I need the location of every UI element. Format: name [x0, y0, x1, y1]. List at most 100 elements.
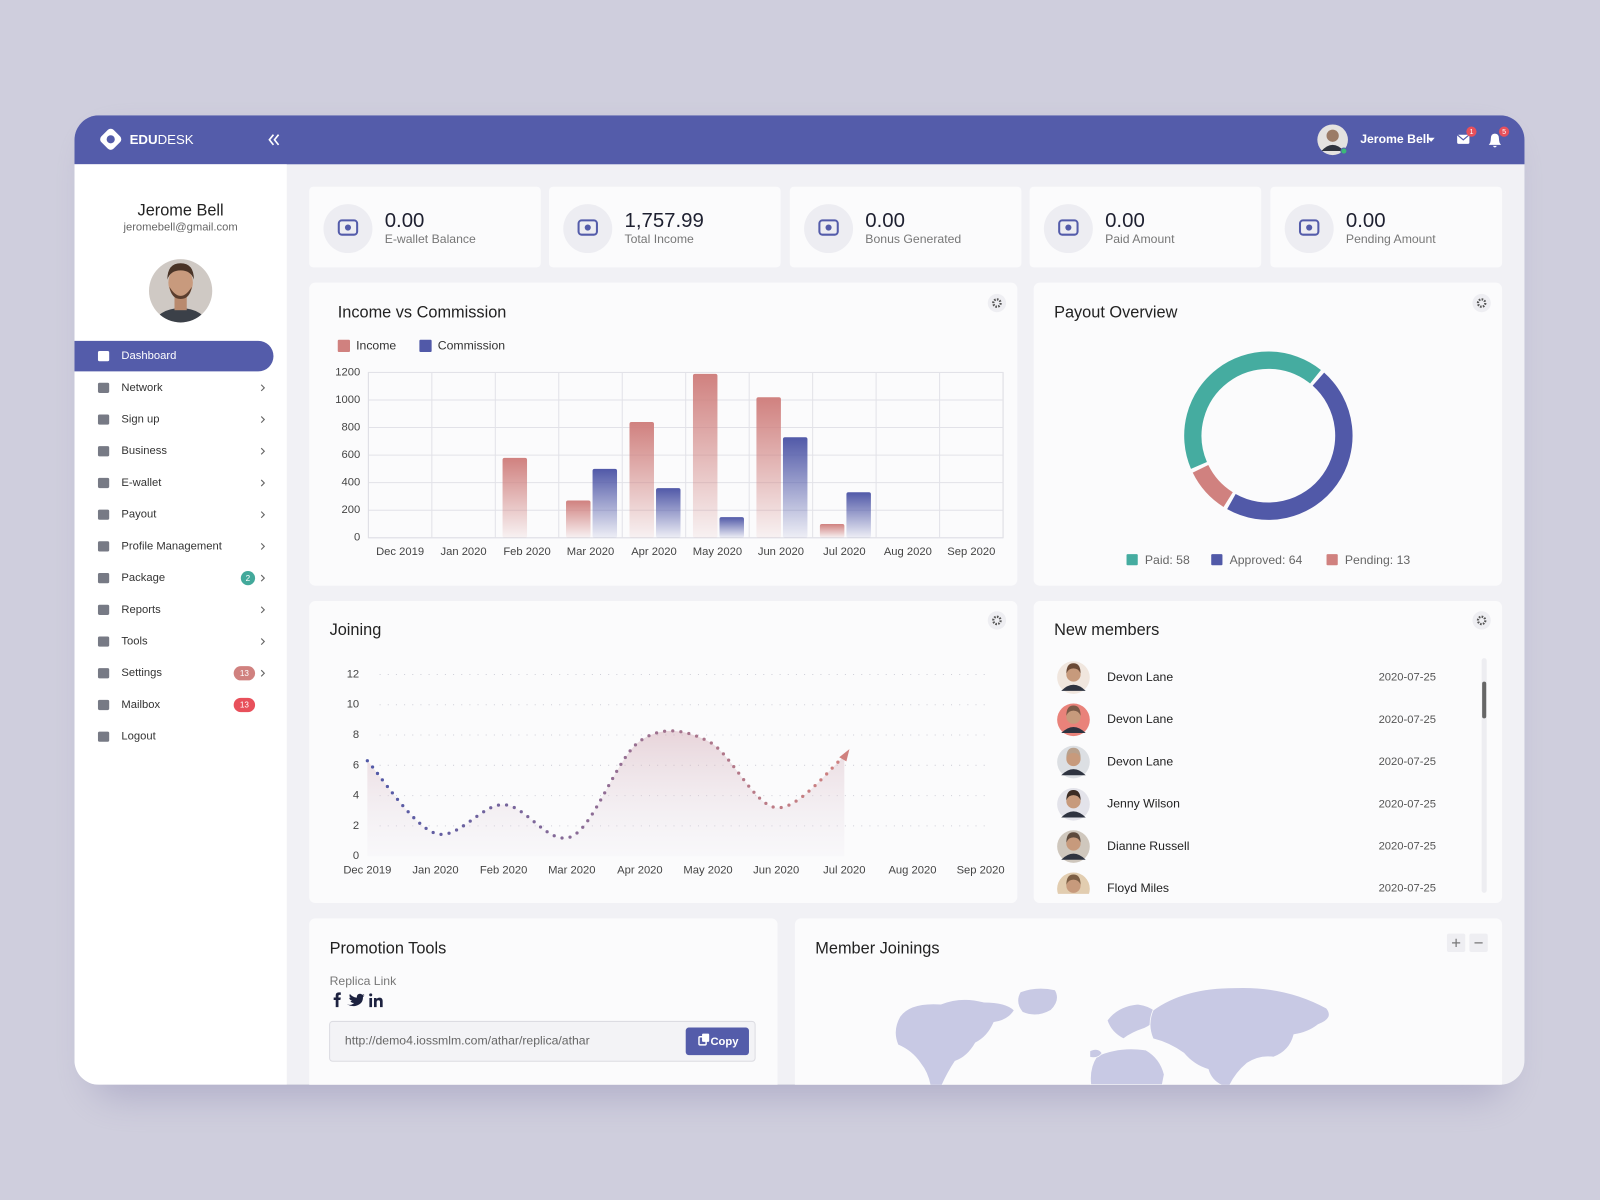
facebook-icon[interactable]: [333, 992, 341, 1008]
menu-label[interactable]: Dashboard: [121, 350, 176, 362]
menu-label[interactable]: Business: [121, 445, 167, 457]
stat-icon-dot: [584, 224, 591, 231]
copy-button[interactable]: [685, 1027, 749, 1056]
replica-link-url: http://demo4.iossmlm.com/athar/replica/a…: [345, 1034, 590, 1048]
map-land: [1149, 987, 1330, 1085]
menu-label[interactable]: Profile Management: [121, 540, 222, 552]
notification-badge: [1498, 126, 1510, 137]
member-avatar-head: [1066, 709, 1081, 724]
avatar-neck: [174, 295, 187, 311]
map-land: [894, 999, 1015, 1085]
menu-label[interactable]: Reports: [121, 604, 161, 616]
x-tick-label: Dec 2019: [376, 546, 424, 558]
stat-value: 0.00: [1105, 210, 1145, 232]
logo-dot: [106, 135, 115, 144]
stat-label: Bonus Generated: [865, 232, 961, 246]
bar: [782, 437, 808, 538]
x-tick-label: Sep 2020: [957, 864, 1005, 876]
member-avatar-head: [1066, 836, 1081, 851]
stat-icon: [1298, 219, 1320, 236]
stat-icon: [1058, 219, 1079, 236]
legend-label: Pending: 13: [1345, 553, 1411, 567]
stat-label: Total Income: [624, 232, 694, 246]
stat-icon-dot: [825, 224, 832, 231]
x-tick-label: Apr 2020: [631, 546, 677, 558]
income-panel: [309, 282, 1018, 586]
linkedin-icon[interactable]: [369, 993, 383, 1008]
menu-label[interactable]: E-wallet: [121, 477, 162, 489]
menu-label[interactable]: Mailbox: [121, 699, 160, 711]
bar: [692, 373, 718, 538]
stat-label: Pending Amount: [1346, 232, 1436, 246]
menu-chevron: [260, 542, 266, 550]
collapse-button[interactable]: [268, 134, 280, 146]
menu-chevron: [260, 416, 266, 424]
bar: [566, 500, 591, 538]
menu-badge: [240, 570, 256, 586]
map-land: [1090, 1048, 1165, 1085]
topbar: [74, 115, 1525, 165]
menu-label[interactable]: Network: [121, 382, 163, 394]
menu-chevron: [260, 384, 266, 392]
scroll-thumb[interactable]: [1482, 681, 1487, 719]
y-tick-label: 4: [353, 790, 359, 802]
menu-chevron: [260, 606, 266, 614]
legend-label: Commission: [438, 339, 505, 353]
menu-icon: [97, 446, 110, 457]
user-avatar-body: [1321, 144, 1344, 152]
menu-label[interactable]: Package: [121, 572, 165, 584]
stat-value: 1,757.99: [624, 210, 703, 232]
member-name: Dianne Russell: [1107, 839, 1189, 853]
member-date: 2020-07-25: [1379, 756, 1436, 768]
bar: [756, 397, 781, 538]
member-avatar-body: [1061, 769, 1086, 776]
member-avatar-hair: [1066, 832, 1081, 843]
menu-icon: [97, 668, 110, 679]
member-avatar-head: [1066, 667, 1081, 682]
menu-icon: [97, 382, 110, 393]
menu-label[interactable]: Sign up: [121, 414, 159, 426]
stat-card: [548, 186, 781, 268]
panel-title: Member Joinings: [815, 939, 939, 957]
menu-badge-count: 13: [240, 701, 250, 710]
panel-title: New members: [1054, 621, 1159, 639]
menu-label[interactable]: Tools: [121, 636, 148, 648]
member-name: Devon Lane: [1107, 712, 1173, 726]
member-name: Floyd Miles: [1107, 881, 1169, 895]
bell-icon[interactable]: [1488, 133, 1502, 148]
bar: [502, 457, 528, 538]
avatar-beard: [169, 286, 192, 299]
legend-label: Approved: 64: [1230, 553, 1303, 567]
menu-label[interactable]: Payout: [121, 509, 157, 521]
menu-icon: [97, 699, 110, 711]
stat-value: 0.00: [1346, 210, 1386, 232]
menu-chevron: [260, 574, 266, 582]
member-avatar-hair: [1066, 747, 1081, 758]
menu-icon: [97, 351, 110, 362]
user-caret[interactable]: [1427, 137, 1435, 142]
twitter-icon[interactable]: [346, 993, 365, 1007]
stat-card: [789, 186, 1022, 268]
menu-icon: [97, 414, 110, 425]
promotion-panel: [309, 918, 778, 1085]
avatar-body: [154, 308, 208, 323]
gear-hole: [1480, 619, 1483, 622]
member-date: 2020-07-25: [1379, 714, 1436, 726]
x-tick-label: Apr 2020: [617, 864, 663, 876]
bar: [719, 517, 744, 538]
stat-value: 0.00: [865, 210, 905, 232]
menu-label[interactable]: Logout: [121, 731, 156, 743]
bar: [846, 492, 871, 538]
online-dot: [1340, 147, 1348, 155]
x-tick-label: Feb 2020: [480, 864, 527, 876]
member-date: 2020-07-25: [1379, 840, 1436, 852]
user-avatar-head: [1326, 129, 1339, 142]
menu-label[interactable]: Settings: [121, 667, 162, 679]
y-tick-label: 8: [353, 729, 359, 741]
notification-badge-count: 5: [1502, 128, 1506, 136]
stat-icon-dot: [1065, 224, 1072, 231]
menu-active-bg: [74, 340, 274, 372]
x-tick-label: Mar 2020: [548, 864, 595, 876]
member-avatar-head: [1066, 794, 1081, 809]
